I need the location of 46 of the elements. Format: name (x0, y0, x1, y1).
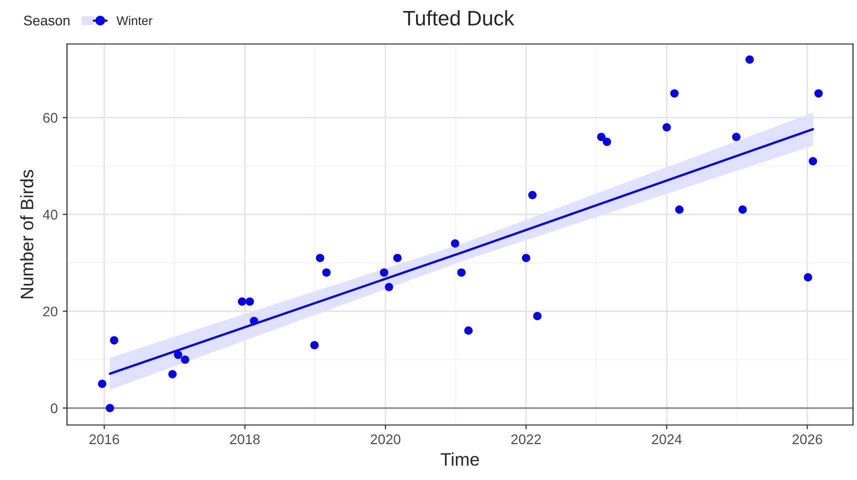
point (804, 273, 812, 282)
x-tick-label: 2024 (652, 434, 682, 444)
legend-label: Winter (116, 16, 152, 26)
point (238, 297, 246, 306)
y-tick-label: 20 (43, 306, 58, 316)
point (670, 89, 679, 98)
y-tick-label: 60 (43, 112, 58, 123)
x-tick-label: 2026 (792, 434, 822, 444)
point (168, 370, 177, 378)
point (98, 380, 106, 388)
point (662, 123, 671, 132)
point (450, 239, 460, 248)
point (457, 268, 466, 277)
point (106, 404, 114, 412)
legend-title: Season (24, 16, 70, 26)
point (384, 282, 394, 292)
point (597, 132, 606, 142)
x-tick-label: 2018 (230, 434, 260, 444)
point (380, 268, 388, 277)
point (738, 205, 747, 214)
point (110, 336, 118, 344)
point (180, 355, 190, 364)
point (522, 254, 530, 262)
point (246, 297, 254, 306)
point (174, 350, 182, 359)
point (732, 132, 740, 142)
point (533, 312, 542, 320)
x-tick-label: 2016 (90, 434, 120, 444)
chart-title: Tufted Duck (403, 10, 514, 26)
point (808, 156, 818, 166)
point (464, 326, 473, 335)
point (316, 254, 324, 262)
y-tick-label: 40 (42, 210, 58, 220)
point (528, 190, 537, 200)
point (393, 254, 402, 262)
point (322, 268, 331, 277)
point (814, 89, 823, 98)
x-axis-title: Time (440, 452, 479, 466)
point (675, 205, 684, 214)
x-tick-label: 2022 (511, 434, 541, 444)
y-axis-title: Number of Birds (20, 170, 34, 298)
x-tick-label: 2020 (370, 434, 400, 444)
point (745, 55, 754, 64)
point (602, 138, 612, 146)
y-tick-label: 0 (50, 403, 58, 414)
point (310, 340, 319, 350)
